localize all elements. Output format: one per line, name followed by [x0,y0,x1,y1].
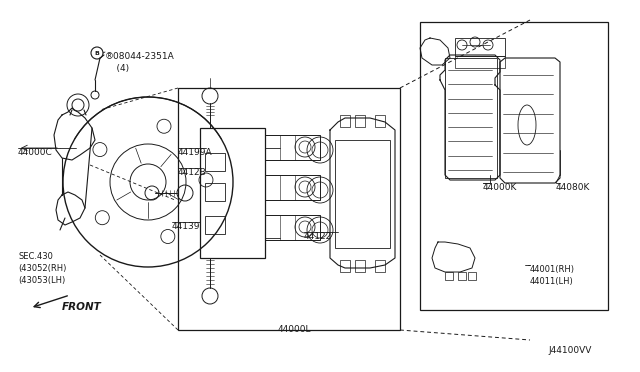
Bar [455,56,505,68]
Bar [265,175,320,200]
Text: 44139: 44139 [172,222,200,231]
Text: B: B [95,51,99,55]
Text: 44080K: 44080K [556,183,590,192]
Text: 4412B: 4412B [178,168,207,177]
Bar [375,115,385,127]
Bar [205,153,225,171]
Bar [265,135,320,160]
Text: FRONT: FRONT [62,302,102,312]
Bar [200,128,265,258]
Text: 44000C: 44000C [18,148,52,157]
Bar [445,272,453,280]
Text: 44122: 44122 [304,232,332,241]
Text: 44000K: 44000K [483,183,517,192]
Text: 44000L: 44000L [278,325,312,334]
Bar [468,272,476,280]
Text: SEC.430
(43052(RH)
(43053(LH): SEC.430 (43052(RH) (43053(LH) [18,252,67,285]
Bar [455,38,505,56]
Bar [420,22,608,310]
Bar [178,88,400,330]
Bar [375,260,385,272]
Text: 44199A: 44199A [178,148,212,157]
Bar [340,115,350,127]
Text: 44001(RH)
44011(LH): 44001(RH) 44011(LH) [530,265,575,286]
Bar [458,272,466,280]
Bar [340,260,350,272]
Bar [355,115,365,127]
Bar [445,58,497,178]
Bar [205,216,225,234]
Bar [355,260,365,272]
Bar [205,183,225,201]
Text: J44100VV: J44100VV [548,346,591,355]
Bar [265,215,320,240]
Text: ®08044-2351A
    (4): ®08044-2351A (4) [105,52,175,73]
Bar [335,140,390,248]
